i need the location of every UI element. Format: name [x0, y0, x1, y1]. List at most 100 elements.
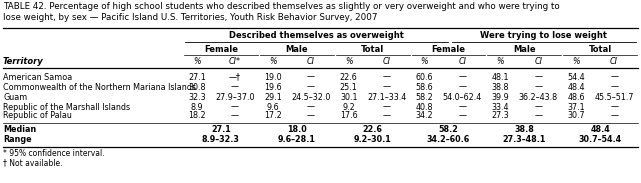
Text: 40.8: 40.8: [416, 102, 433, 111]
Text: —: —: [535, 72, 542, 81]
Text: 19.0: 19.0: [264, 72, 281, 81]
Text: 17.6: 17.6: [340, 111, 358, 120]
Text: 18.2: 18.2: [188, 111, 206, 120]
Text: 17.2: 17.2: [264, 111, 282, 120]
Text: Male: Male: [513, 44, 536, 53]
Text: 19.6: 19.6: [264, 83, 281, 92]
Text: 58.2: 58.2: [415, 92, 433, 102]
Text: —: —: [458, 102, 467, 111]
Text: Male: Male: [285, 44, 308, 53]
Text: 18.0: 18.0: [287, 126, 306, 135]
Text: 48.6: 48.6: [567, 92, 585, 102]
Text: 38.8: 38.8: [514, 126, 534, 135]
Text: —: —: [307, 102, 315, 111]
Text: 22.6: 22.6: [340, 72, 358, 81]
Text: 34.2: 34.2: [416, 111, 433, 120]
Text: CI: CI: [610, 57, 618, 66]
Text: %: %: [572, 57, 580, 66]
Text: Commonwealth of the Northern Mariana Islands: Commonwealth of the Northern Mariana Isl…: [3, 83, 196, 92]
Text: 48.1: 48.1: [492, 72, 509, 81]
Text: 8.9–32.3: 8.9–32.3: [202, 135, 240, 143]
Text: —: —: [610, 83, 618, 92]
Text: —: —: [383, 111, 390, 120]
Text: %: %: [420, 57, 428, 66]
Text: 33.4: 33.4: [492, 102, 509, 111]
Text: —: —: [307, 111, 315, 120]
Text: 30.1: 30.1: [340, 92, 358, 102]
Text: —: —: [458, 111, 467, 120]
Text: 9.6–28.1: 9.6–28.1: [278, 135, 315, 143]
Text: Range: Range: [3, 135, 31, 143]
Text: CI*: CI*: [229, 57, 241, 66]
Text: Territory: Territory: [3, 57, 44, 66]
Text: %: %: [345, 57, 353, 66]
Text: 34.2–60.6: 34.2–60.6: [427, 135, 470, 143]
Text: Total: Total: [361, 44, 384, 53]
Text: 36.2–43.8: 36.2–43.8: [519, 92, 558, 102]
Text: 60.6: 60.6: [416, 72, 433, 81]
Text: † Not available.: † Not available.: [3, 158, 63, 167]
Text: Median: Median: [3, 126, 37, 135]
Text: —: —: [535, 83, 542, 92]
Text: 8.9: 8.9: [191, 102, 203, 111]
Text: —: —: [307, 72, 315, 81]
Text: CI: CI: [535, 57, 542, 66]
Text: CI: CI: [383, 57, 390, 66]
Text: 37.1: 37.1: [567, 102, 585, 111]
Text: —: —: [307, 83, 315, 92]
Text: —: —: [610, 102, 618, 111]
Text: —: —: [231, 111, 239, 120]
Text: Total: Total: [588, 44, 612, 53]
Text: 30.8: 30.8: [188, 83, 206, 92]
Text: 27.1: 27.1: [211, 126, 231, 135]
Text: Were trying to lose weight: Were trying to lose weight: [481, 31, 608, 40]
Text: —: —: [535, 111, 542, 120]
Text: 54.0–62.4: 54.0–62.4: [443, 92, 482, 102]
Text: —: —: [535, 102, 542, 111]
Text: 24.5–32.0: 24.5–32.0: [291, 92, 331, 102]
Text: —: —: [231, 102, 239, 111]
Text: —: —: [458, 72, 467, 81]
Text: Republic of Palau: Republic of Palau: [3, 111, 72, 120]
Text: American Samoa: American Samoa: [3, 72, 72, 81]
Text: %: %: [193, 57, 201, 66]
Text: 25.1: 25.1: [340, 83, 358, 92]
Text: 48.4: 48.4: [567, 83, 585, 92]
Text: Republic of the Marshall Islands: Republic of the Marshall Islands: [3, 102, 130, 111]
Text: 58.2: 58.2: [438, 126, 458, 135]
Text: 27.9–37.0: 27.9–37.0: [215, 92, 254, 102]
Text: 54.4: 54.4: [567, 72, 585, 81]
Text: —: —: [610, 72, 618, 81]
Text: 27.1: 27.1: [188, 72, 206, 81]
Text: —: —: [458, 83, 467, 92]
Text: Described themselves as overweight: Described themselves as overweight: [229, 31, 404, 40]
Text: CI: CI: [307, 57, 315, 66]
Text: CI: CI: [458, 57, 467, 66]
Text: 9.6: 9.6: [267, 102, 279, 111]
Text: 38.8: 38.8: [492, 83, 509, 92]
Text: 22.6: 22.6: [363, 126, 383, 135]
Text: —: —: [383, 102, 390, 111]
Text: %: %: [269, 57, 277, 66]
Text: 39.9: 39.9: [492, 92, 509, 102]
Text: 32.3: 32.3: [188, 92, 206, 102]
Text: Female: Female: [204, 44, 238, 53]
Text: Guam: Guam: [3, 92, 28, 102]
Text: 9.2: 9.2: [342, 102, 355, 111]
Text: —: —: [231, 83, 239, 92]
Text: 9.2–30.1: 9.2–30.1: [354, 135, 392, 143]
Text: —†: —†: [229, 72, 241, 81]
Text: TABLE 42. Percentage of high school students who described themselves as slightl: TABLE 42. Percentage of high school stud…: [3, 2, 560, 22]
Text: %: %: [497, 57, 504, 66]
Text: —: —: [383, 72, 390, 81]
Text: 27.3: 27.3: [492, 111, 509, 120]
Text: —: —: [383, 83, 390, 92]
Text: Female: Female: [431, 44, 465, 53]
Text: 58.6: 58.6: [416, 83, 433, 92]
Text: 30.7–54.4: 30.7–54.4: [579, 135, 622, 143]
Text: * 95% confidence interval.: * 95% confidence interval.: [3, 150, 104, 158]
Text: 30.7: 30.7: [567, 111, 585, 120]
Text: —: —: [610, 111, 618, 120]
Text: 27.1–33.4: 27.1–33.4: [367, 92, 406, 102]
Text: 27.3–48.1: 27.3–48.1: [503, 135, 546, 143]
